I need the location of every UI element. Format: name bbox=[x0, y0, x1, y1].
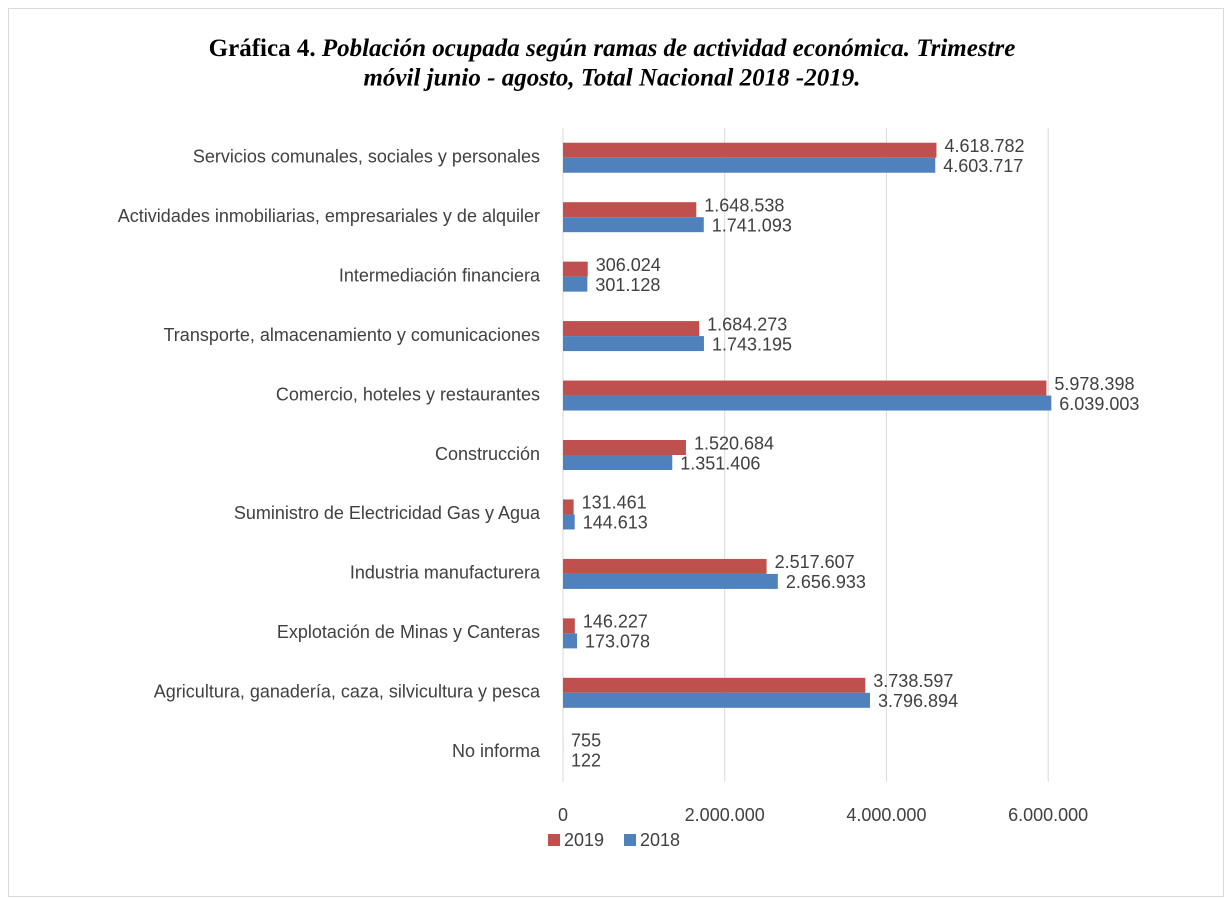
bar bbox=[563, 202, 697, 218]
bar bbox=[563, 514, 575, 530]
chart-title-line: Gráfica 4. Población ocupada según ramas… bbox=[209, 35, 1016, 62]
legend-swatch bbox=[548, 834, 560, 846]
value-label: 755 bbox=[571, 731, 601, 751]
value-label: 3.738.597 bbox=[873, 671, 953, 691]
bar bbox=[563, 499, 574, 515]
bar bbox=[563, 217, 704, 233]
chart-frame bbox=[8, 8, 1224, 897]
value-label: 144.613 bbox=[583, 513, 648, 533]
y-tick-label: Servicios comunales, sociales y personal… bbox=[193, 146, 540, 166]
y-tick-label: Explotación de Minas y Canteras bbox=[277, 622, 540, 642]
x-tick-label: 2.000.000 bbox=[685, 805, 765, 825]
bar bbox=[563, 380, 1047, 396]
bar bbox=[563, 455, 673, 470]
bar bbox=[563, 261, 588, 277]
value-label: 306.024 bbox=[596, 255, 661, 275]
y-tick-label: No informa bbox=[452, 741, 541, 761]
value-label: 1.351.406 bbox=[680, 453, 760, 473]
value-label: 1.648.538 bbox=[704, 195, 784, 215]
x-tick-label: 4.000.000 bbox=[846, 805, 926, 825]
value-label: 5.978.398 bbox=[1054, 374, 1134, 394]
bar bbox=[563, 618, 575, 634]
y-tick-label: Agricultura, ganadería, caza, silvicultu… bbox=[154, 682, 541, 702]
chart-title: Gráfica 4. bbox=[209, 35, 316, 62]
value-label: 4.603.717 bbox=[943, 156, 1023, 176]
value-label: 146.227 bbox=[583, 612, 648, 632]
bar bbox=[563, 157, 936, 173]
value-label: 301.128 bbox=[595, 275, 660, 295]
y-tick-label: Actividades inmobiliarias, empresariales… bbox=[118, 206, 540, 226]
bar bbox=[563, 440, 686, 455]
bar bbox=[563, 395, 1052, 411]
bar bbox=[563, 276, 588, 292]
x-tick-label: 0 bbox=[558, 805, 568, 825]
bar bbox=[563, 336, 704, 352]
bar bbox=[563, 558, 767, 574]
y-tick-label: Transporte, almacenamiento y comunicacio… bbox=[163, 325, 540, 345]
bar bbox=[563, 677, 866, 693]
value-label: 4.618.782 bbox=[944, 136, 1024, 156]
chart-subtitle: Población ocupada según ramas de activid… bbox=[321, 35, 1015, 62]
value-label: 2.656.933 bbox=[786, 572, 866, 592]
legend-label: 2019 bbox=[564, 830, 604, 850]
y-tick-label: Intermediación financiera bbox=[339, 265, 541, 285]
value-label: 1.684.273 bbox=[707, 314, 787, 334]
bar bbox=[563, 321, 700, 337]
value-label: 1.520.684 bbox=[694, 433, 774, 453]
value-label: 131.461 bbox=[582, 493, 647, 513]
value-label: 1.741.093 bbox=[712, 215, 792, 235]
value-label: 1.743.195 bbox=[712, 334, 792, 354]
bar bbox=[563, 692, 871, 708]
y-tick-label: Construcción bbox=[435, 444, 540, 464]
legend-label: 2018 bbox=[640, 830, 680, 850]
value-label: 2.517.607 bbox=[775, 552, 855, 572]
value-label: 122 bbox=[571, 751, 601, 771]
y-tick-label: Comercio, hoteles y restaurantes bbox=[276, 384, 540, 404]
value-label: 3.796.894 bbox=[878, 691, 958, 711]
bar bbox=[563, 633, 577, 649]
x-tick-label: 6.000.000 bbox=[1008, 805, 1088, 825]
chart-subtitle: móvil junio - agosto, Total Nacional 201… bbox=[363, 65, 860, 92]
value-label: 6.039.003 bbox=[1059, 394, 1139, 414]
y-tick-label: Industria manufacturera bbox=[350, 563, 541, 583]
y-tick-label: Suministro de Electricidad Gas y Agua bbox=[234, 503, 541, 523]
bar bbox=[563, 573, 778, 589]
value-label: 173.078 bbox=[585, 632, 650, 652]
bar bbox=[563, 142, 937, 158]
legend-swatch bbox=[624, 834, 636, 846]
